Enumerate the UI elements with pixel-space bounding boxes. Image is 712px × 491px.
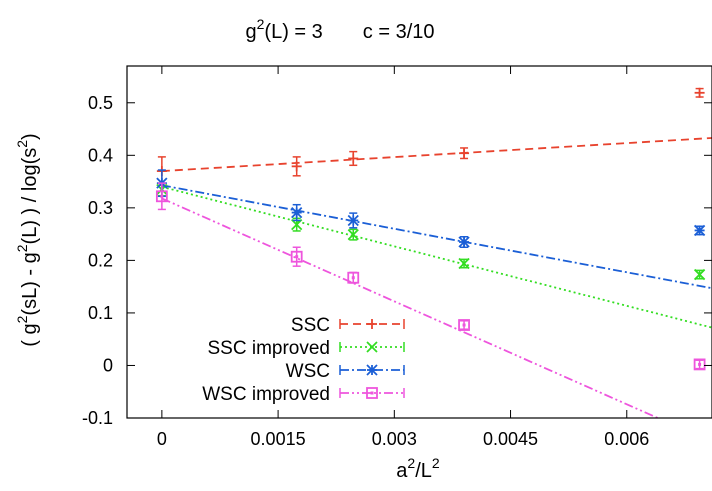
data-point-2-2 [347, 212, 359, 229]
data-point-2-3 [458, 235, 470, 249]
chart-title: g2(L) = 3 c = 3/10 [246, 16, 435, 43]
y-tick-label: 0.1 [88, 303, 113, 323]
title-param: c = 3/10 [363, 21, 435, 43]
data-point-2-1 [291, 203, 303, 222]
y-tick-label: 0.5 [88, 93, 113, 113]
data-point-3-0 [155, 182, 168, 211]
y-tick-label: 0.4 [88, 145, 113, 165]
fit-line-1 [161, 185, 712, 329]
x-axis-label: a2/L2 [396, 455, 440, 482]
data-point-1-2 [347, 228, 359, 241]
fit-line-0 [161, 137, 712, 172]
data-point-0-2 [348, 150, 359, 167]
y-tick-label: 0.3 [88, 198, 113, 218]
axis-ticks: 0 0.0015 0.003 0.0045 0.006 -0.1 0 0.1 0.2 0.3 0.4… [82, 66, 712, 449]
y-axis-label: ( g2(sL) - g2(L) ) / log(s2) [14, 133, 41, 346]
y-tick-label: 0.2 [88, 250, 113, 270]
x-tick-label: 0.006 [604, 429, 649, 449]
data-point-0-4 [694, 87, 705, 98]
data-point-2-4 [693, 224, 706, 237]
legend-marker-2 [366, 364, 378, 376]
fit-line-2 [161, 184, 712, 290]
plot-marks [155, 87, 706, 371]
data-point-3-4 [693, 358, 706, 371]
x-tick-label: 0 [157, 429, 167, 449]
data-point-0-1 [291, 156, 302, 177]
data-point-1-4 [693, 268, 706, 281]
title-rhs: (L) = 3 [264, 21, 322, 43]
plot-lines [161, 137, 712, 419]
legend-marker-0 [367, 319, 377, 329]
title-lhs: g [246, 21, 257, 43]
legend-label-0: SSC [291, 315, 330, 336]
data-point-3-3 [458, 319, 470, 331]
y-tick-label: -0.1 [82, 408, 113, 428]
data-point-1-3 [458, 257, 470, 270]
data-point-3-1 [290, 246, 303, 267]
legend-label-2: WSC [286, 361, 330, 382]
legend-label-1: SSC improved [208, 338, 331, 359]
legend-label-3: WSC improved [202, 384, 330, 405]
x-tick-label: 0.003 [372, 429, 417, 449]
fit-line-3 [161, 197, 659, 419]
legend-marker-1 [366, 341, 378, 353]
plot-frame [126, 65, 712, 419]
y-tick-label: 0 [103, 355, 113, 375]
legend-marker-3 [366, 387, 378, 399]
data-point-3-2 [347, 271, 360, 284]
data-point-0-3 [459, 147, 470, 160]
x-tick-label: 0.0045 [483, 429, 538, 449]
x-tick-label: 0.0015 [251, 429, 306, 449]
title-exp: 2 [257, 16, 265, 32]
